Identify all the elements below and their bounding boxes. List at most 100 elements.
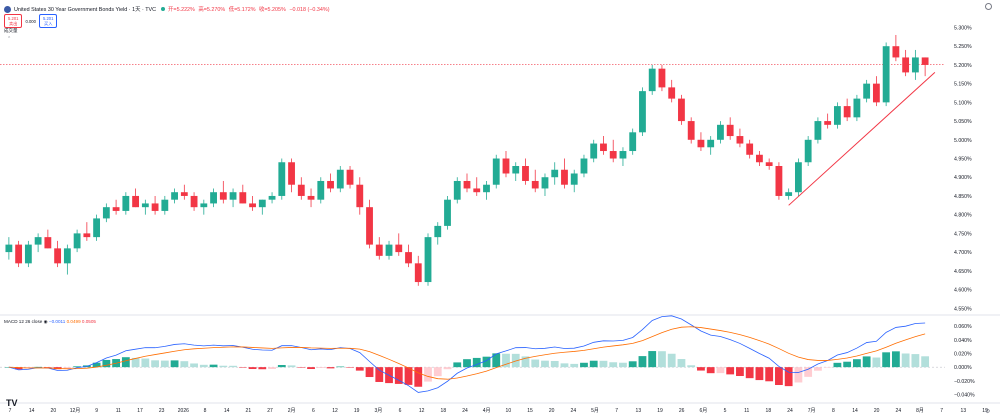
macd-y-tick-label: −0.020% [954,379,975,385]
macd-histogram-bar [102,359,111,368]
candle [190,192,198,211]
candle [824,113,832,129]
candle-body [775,166,783,196]
tradingview-logo-icon[interactable]: TV [6,398,18,408]
candle-body [190,195,198,208]
x-tick-label: 5月 [591,408,599,414]
macd-histogram-bar [872,357,881,368]
eye-icon[interactable]: ◉ [43,319,48,324]
x-tick-label: 24 [462,408,468,414]
x-tick-label: 12 [332,408,338,414]
candle-body [336,169,344,189]
candle [180,184,188,200]
macd-histogram-bar [580,362,588,368]
candle-body [63,248,71,264]
gear-icon[interactable]: ⚙ [985,409,991,415]
macd-histogram-bar [891,351,900,368]
candle [249,195,256,211]
candle-body [804,139,812,163]
macd-histogram-bar [326,367,335,369]
y-tick-label: 4.550% [954,306,972,312]
candle-body [765,162,773,166]
macd-histogram-bar [921,356,930,368]
x-tick-label: 12 [419,408,425,414]
candle [853,94,861,122]
candle-body [83,233,91,238]
chevron-up-icon[interactable]: ⌃ [7,36,12,42]
sell-box[interactable]: 5.201 卖出 [4,14,23,28]
candle-body [366,207,373,245]
candle [229,188,237,208]
candle [434,222,442,245]
macd-histogram-bar [502,353,510,368]
macd-histogram-bar [677,359,686,368]
macd-histogram-bar [121,357,130,368]
x-tick-label: 14 [29,408,35,414]
x-tick-label: 7月 [808,408,816,414]
candle [921,57,929,77]
symbol-title[interactable]: United States 30 Year Government Bonds Y… [14,7,157,13]
macd-histogram-bar [394,367,403,384]
x-tick-label: 17 [137,408,143,414]
candle-body [872,83,880,103]
settings-icon[interactable] [985,3,992,10]
candle-body [687,121,695,140]
chart-header: United States 30 Year Government Bonds Y… [4,3,332,15]
candle [405,244,412,268]
candle [522,158,529,185]
candle [200,199,208,215]
candle [24,240,32,268]
candle-body [317,180,325,200]
macd-histogram-bar [209,364,218,368]
macd-histogram-bar [258,367,267,370]
candle-body [911,57,919,73]
trend-line [788,72,936,206]
macd-histogram-bar [14,367,23,370]
macd-histogram-bar [414,367,423,387]
candle-body [132,195,140,208]
macd-histogram-bar [589,360,598,368]
candle-body [356,184,364,208]
volume-label[interactable]: 成交量 [4,28,18,33]
candle-body [902,57,910,73]
x-tick-label: 18 [766,408,772,414]
macd-histogram-bar [492,353,501,368]
candle-body [707,139,715,148]
candle [717,121,724,144]
candle [444,195,451,230]
candle-body [853,98,861,118]
candle [73,229,81,253]
candle [707,136,715,155]
macd-histogram-bar [482,356,491,368]
macd-histogram-bar [248,367,257,370]
macd-name[interactable]: MACD 12 26 close [4,319,43,324]
candle-body [434,225,442,238]
buy-box[interactable]: 5.201 买入 [38,14,58,28]
macd-value: −0.0011 [48,319,66,324]
y-tick-label: 4.950% [954,157,972,163]
macd-histogram-bar [726,367,735,375]
macd-histogram-bar [521,356,530,368]
candle-body [346,169,354,185]
macd-histogram-bar [638,356,647,368]
candle-body [531,180,539,189]
x-tick-label: 19 [982,408,988,414]
candle [785,188,793,200]
candle-body [278,162,286,196]
macd-histogram-bar [336,366,345,368]
x-tick-label: 13 [961,408,967,414]
macd-histogram-bar [745,367,754,379]
candle [833,102,841,129]
candle [414,255,422,286]
y-tick-label: 4.900% [954,175,972,181]
x-tick-label: 11 [744,408,749,414]
candle [570,169,578,193]
us-flag-icon [4,5,11,13]
candle-body [882,46,890,103]
candle-body [473,188,481,193]
candle [668,79,676,103]
y-tick-label: 5.200% [954,63,972,69]
candle [219,180,227,204]
ohlc-values: 开=5.222% 高=5.270% 低=5.172% 收=5.205% −0.0… [168,7,330,13]
macd-histogram-bar [307,367,315,369]
